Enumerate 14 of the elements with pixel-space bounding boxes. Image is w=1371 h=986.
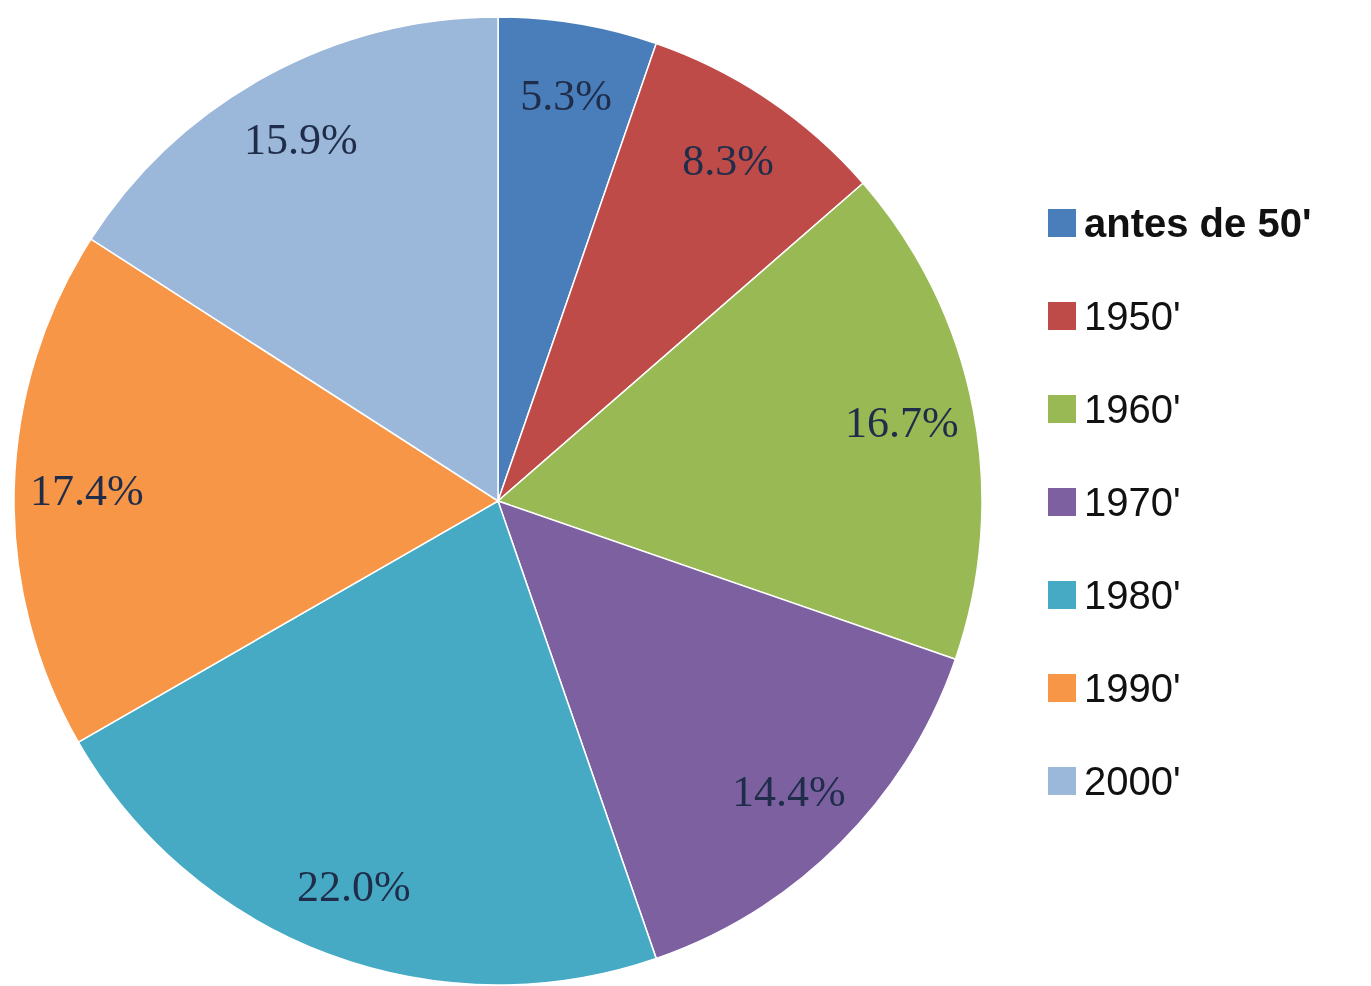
legend-label: antes de 50' [1084,201,1312,245]
data-label: 22.0% [296,861,411,911]
legend-label: 1950' [1084,294,1181,338]
legend-label: 1960' [1084,387,1181,431]
legend-label: 1980' [1084,573,1181,617]
legend-label: 2000' [1084,759,1181,803]
legend-label: 1970' [1084,480,1181,524]
data-label: 16.7% [845,398,959,448]
data-label: 17.4% [29,466,144,516]
legend-label: 1990' [1084,666,1181,710]
data-label: 14.4% [732,767,846,817]
data-label: 8.3% [682,135,774,185]
data-label: 5.3% [520,70,613,120]
data-label: 15.9% [244,115,358,165]
